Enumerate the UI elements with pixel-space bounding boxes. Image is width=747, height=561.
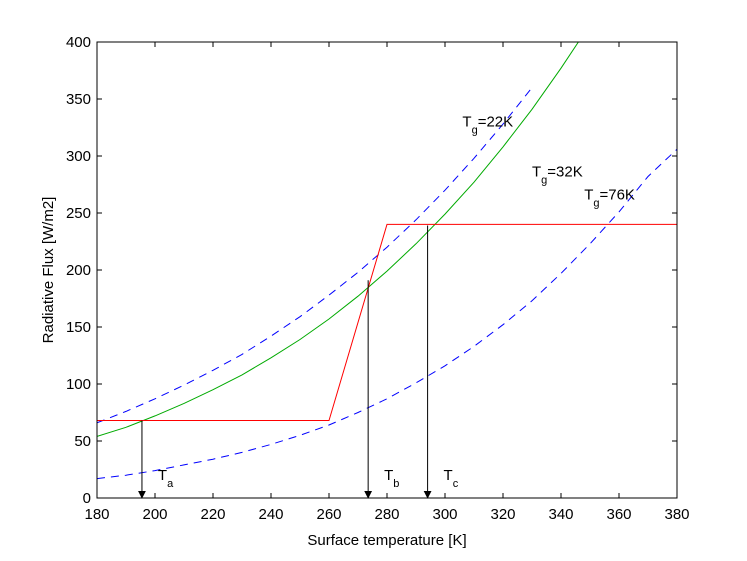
x-tick-label: 180 [84, 506, 109, 523]
annotation-5: Tb [384, 467, 399, 490]
x-tick-label: 280 [374, 506, 399, 523]
annotation-3: Tg=76K [584, 186, 635, 209]
x-tick-label: 240 [258, 506, 283, 523]
x-tick-label: 360 [606, 506, 631, 523]
y-tick-label: 400 [66, 34, 91, 51]
tick-layer: 180 200 220 240 260 280 300 320 340 360 380 0 50 100 1… [66, 34, 690, 523]
y-tick-label: 50 [74, 433, 91, 450]
y-tick-label: 100 [66, 376, 91, 393]
x-tick-label: 200 [142, 506, 167, 523]
y-tick-label: 250 [66, 205, 91, 222]
x-tick-label: 320 [490, 506, 515, 523]
x-tick-label: 260 [316, 506, 341, 523]
y-tick-label: 350 [66, 91, 91, 108]
y-tick-label: 300 [66, 148, 91, 165]
x-tick-label: 300 [432, 506, 457, 523]
annotation-1: Tg=22K [462, 113, 513, 136]
annotation-6: Tc [444, 467, 459, 490]
x-tick-label: 340 [548, 506, 573, 523]
annotation-4: Ta [158, 467, 174, 490]
arrow-layer [137, 225, 432, 499]
y-axis-label: Radiative Flux [W/m2] [40, 197, 57, 344]
series-line-4 [97, 223, 677, 421]
y-tick-label: 150 [66, 319, 91, 336]
plot-area [97, 42, 677, 498]
y-tick-label: 0 [83, 490, 91, 507]
x-tick-label: 380 [664, 506, 689, 523]
annotation-2: Tg=32K [532, 164, 583, 187]
y-tick-label: 200 [66, 262, 91, 279]
series-layer [97, 42, 677, 480]
x-axis-label: Surface temperature [K] [307, 532, 466, 549]
series-line-2 [97, 42, 579, 437]
x-tick-label: 220 [200, 506, 225, 523]
